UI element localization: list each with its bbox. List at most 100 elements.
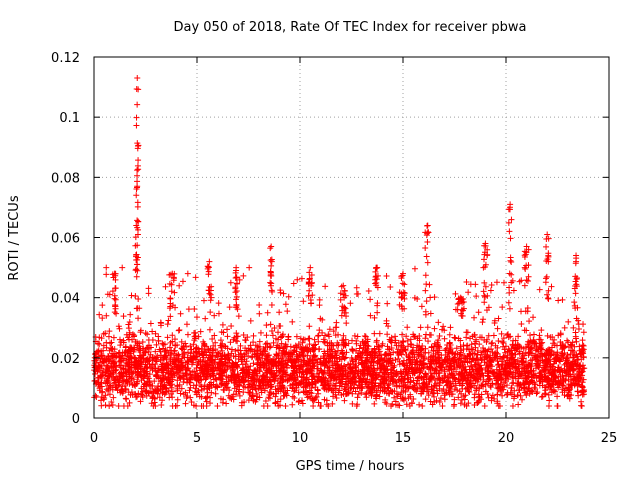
data-point [107, 340, 114, 347]
data-point [556, 380, 563, 387]
data-point [572, 260, 579, 267]
data-point [374, 360, 381, 367]
data-point [113, 363, 120, 370]
data-point [564, 351, 571, 358]
data-point [465, 388, 472, 395]
x-tick-label: 0 [90, 431, 98, 446]
data-point [317, 358, 324, 365]
data-point [484, 292, 491, 299]
data-point [403, 333, 410, 340]
data-point [293, 353, 300, 360]
data-point [315, 338, 322, 345]
data-point [253, 396, 260, 403]
data-point [517, 392, 524, 399]
data-point [523, 358, 529, 365]
data-point [341, 397, 348, 404]
data-point [407, 357, 414, 364]
data-point [163, 363, 170, 370]
data-point [135, 390, 142, 397]
data-point [387, 283, 394, 290]
data-point [399, 280, 406, 287]
data-point [481, 279, 488, 286]
data-point [352, 362, 359, 369]
data-point [258, 386, 265, 393]
data-point [289, 393, 296, 400]
data-point [240, 331, 247, 338]
data-point [509, 402, 516, 409]
data-point [355, 368, 362, 375]
data-point [385, 358, 392, 365]
data-point [487, 287, 494, 294]
data-point [165, 373, 172, 380]
data-point [320, 336, 327, 343]
data-point [116, 362, 123, 369]
data-point [126, 371, 133, 378]
data-point [367, 351, 374, 358]
data-point [122, 395, 129, 402]
data-point [131, 358, 138, 365]
data-point [225, 355, 232, 362]
data-point [302, 361, 309, 368]
data-point [229, 364, 236, 371]
data-point [317, 376, 324, 383]
data-point [571, 299, 578, 306]
x-tick-label: 10 [292, 431, 309, 446]
data-point [361, 332, 368, 339]
data-point [131, 364, 138, 371]
data-point [135, 166, 142, 173]
data-point [208, 283, 215, 290]
data-point [497, 385, 504, 392]
data-point [474, 399, 481, 406]
data-point [134, 145, 141, 152]
data-point [502, 377, 509, 384]
data-point [575, 378, 582, 385]
data-point [342, 342, 349, 349]
data-point [91, 377, 98, 384]
data-point [580, 321, 587, 328]
data-point [381, 373, 388, 380]
data-point [405, 385, 412, 392]
data-point [362, 333, 369, 340]
data-point [306, 341, 313, 348]
data-point [309, 381, 316, 388]
data-point [403, 401, 410, 408]
data-point [474, 356, 481, 363]
data-point [384, 343, 391, 350]
data-point [170, 370, 177, 377]
data-point [481, 402, 488, 409]
data-point [467, 362, 474, 369]
data-point [156, 346, 163, 353]
data-point [443, 345, 450, 352]
data-point [546, 397, 553, 404]
data-point [567, 373, 574, 380]
data-point [169, 332, 176, 339]
data-point [116, 325, 123, 332]
data-point [245, 389, 252, 396]
data-point [108, 399, 115, 406]
data-point [527, 346, 534, 353]
data-point [322, 283, 329, 290]
data-point [188, 346, 195, 353]
data-point [187, 384, 194, 391]
data-points [91, 75, 588, 409]
data-point [236, 392, 243, 399]
data-point [461, 372, 468, 379]
data-point [460, 365, 467, 372]
data-point [546, 356, 553, 363]
data-point [134, 199, 141, 206]
y-tick-label: 0.04 [51, 292, 80, 307]
data-point [311, 353, 318, 360]
data-point [161, 354, 168, 361]
data-point [232, 353, 239, 360]
data-point [420, 353, 427, 360]
data-point [191, 305, 198, 312]
data-point [141, 380, 148, 387]
data-point [96, 341, 103, 348]
data-point [574, 359, 581, 366]
data-point [510, 395, 517, 402]
data-point [520, 384, 527, 391]
data-point [516, 370, 523, 377]
data-point [476, 394, 483, 401]
data-point [337, 290, 344, 297]
data-point [268, 287, 275, 294]
